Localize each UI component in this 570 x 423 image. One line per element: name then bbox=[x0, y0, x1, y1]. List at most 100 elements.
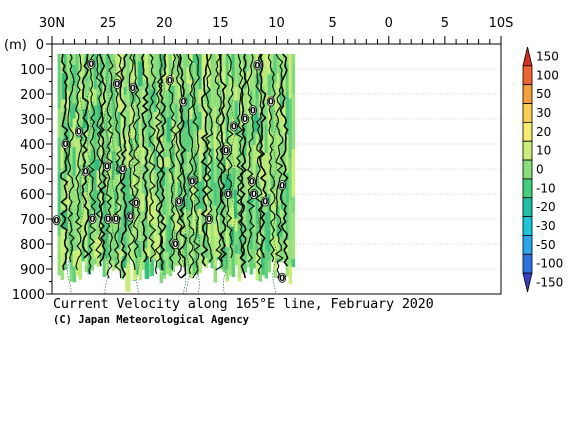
field-patch bbox=[197, 210, 202, 218]
field-cell bbox=[138, 211, 143, 241]
svg-text:0: 0 bbox=[127, 213, 133, 223]
field-cell bbox=[273, 72, 278, 83]
field-cell bbox=[183, 129, 188, 165]
field-cell bbox=[72, 266, 77, 283]
field-cell bbox=[261, 252, 266, 269]
field-cell bbox=[99, 173, 104, 196]
svg-text:0: 0 bbox=[231, 123, 237, 133]
field-cell bbox=[135, 240, 140, 275]
field-cell bbox=[189, 244, 194, 277]
contour-line bbox=[148, 53, 157, 262]
colorbar-label: -100 bbox=[536, 257, 563, 271]
x-tick-label: 30N bbox=[39, 16, 65, 31]
colorbar-label: -20 bbox=[536, 200, 556, 214]
field-cell bbox=[213, 70, 218, 107]
field-cell bbox=[165, 90, 170, 116]
field-cell bbox=[144, 214, 149, 249]
field-cell bbox=[267, 139, 272, 160]
field-cell bbox=[201, 232, 206, 264]
field-cell bbox=[180, 54, 185, 68]
field-cell bbox=[216, 256, 221, 261]
contour-line bbox=[226, 53, 234, 259]
field-cell bbox=[282, 247, 287, 261]
svg-text:0: 0 bbox=[104, 163, 110, 173]
field-patch bbox=[61, 73, 66, 100]
field-cell bbox=[228, 96, 233, 124]
field-cell bbox=[177, 233, 182, 251]
field-patch bbox=[125, 262, 131, 292]
field-cell bbox=[246, 117, 251, 146]
y-tick-label: 900 bbox=[20, 263, 45, 278]
field-patch bbox=[97, 105, 101, 119]
field-cell bbox=[147, 236, 152, 264]
field-cell bbox=[240, 54, 245, 63]
field-cell bbox=[141, 119, 146, 132]
field-cell bbox=[219, 75, 224, 97]
field-cell bbox=[156, 140, 161, 169]
field-cell bbox=[78, 187, 83, 219]
field-cell bbox=[117, 180, 122, 203]
field-cell bbox=[219, 140, 224, 176]
field-cell bbox=[108, 244, 113, 265]
contour-line-minor bbox=[170, 126, 176, 259]
svg-text:0: 0 bbox=[254, 61, 260, 71]
zero-contour-label: 0 bbox=[74, 126, 83, 138]
x-tick-label: 10 bbox=[268, 16, 285, 31]
field-cell bbox=[99, 252, 104, 261]
field-cell bbox=[195, 188, 200, 210]
field-cell bbox=[246, 71, 251, 83]
depth-grid bbox=[293, 68, 501, 270]
field-cell bbox=[213, 265, 218, 283]
colorbar-swatch bbox=[522, 197, 533, 218]
field-cell bbox=[57, 137, 62, 172]
field-patch bbox=[164, 157, 170, 167]
x-tick-label: 10S bbox=[489, 16, 514, 31]
field-cell bbox=[102, 241, 107, 277]
field-cell bbox=[213, 236, 218, 266]
field-cell bbox=[216, 234, 221, 257]
field-cell bbox=[282, 54, 287, 80]
field-cell bbox=[288, 80, 293, 99]
field-cell bbox=[186, 172, 191, 211]
field-patch bbox=[94, 159, 100, 171]
field-cell bbox=[291, 94, 296, 123]
field-cell bbox=[132, 280, 137, 281]
field-cell bbox=[279, 65, 284, 75]
field-cell bbox=[117, 75, 122, 103]
colorbar-label: -150 bbox=[536, 276, 563, 290]
field-cell bbox=[153, 54, 158, 82]
field-cell bbox=[198, 256, 203, 273]
chart-title: Current Velocity along 165°E line, Febru… bbox=[53, 296, 434, 312]
contour-line-minor bbox=[222, 139, 228, 294]
field-cell bbox=[78, 86, 83, 109]
field-cell bbox=[144, 113, 149, 150]
zero-contour-label: 0 bbox=[278, 180, 287, 191]
field-cell bbox=[246, 54, 251, 72]
field-cell bbox=[63, 150, 68, 161]
field-cell bbox=[165, 252, 170, 274]
field-cell bbox=[234, 231, 239, 245]
field-cell bbox=[291, 149, 296, 185]
y-tick-label: 400 bbox=[20, 138, 45, 153]
field-cell bbox=[234, 253, 239, 266]
field-cell bbox=[189, 63, 194, 80]
field-cell bbox=[201, 54, 206, 91]
contour-line bbox=[235, 53, 244, 259]
field-cell bbox=[93, 258, 98, 265]
zero-contour-label: 0 bbox=[278, 272, 287, 284]
contour-line bbox=[113, 53, 123, 279]
field-patch bbox=[280, 186, 284, 210]
field-cell bbox=[231, 253, 236, 278]
field-cell bbox=[57, 251, 62, 276]
field-cell bbox=[237, 211, 242, 221]
field-cell bbox=[171, 118, 176, 144]
field-cell bbox=[177, 250, 182, 266]
svg-text:0: 0 bbox=[180, 98, 186, 108]
field-cell bbox=[111, 179, 116, 208]
field-cell bbox=[132, 164, 137, 192]
y-tick-label: 700 bbox=[20, 213, 45, 228]
field-cell bbox=[246, 210, 251, 231]
field-cell bbox=[228, 123, 233, 147]
field-cell bbox=[285, 54, 290, 64]
field-cell bbox=[60, 232, 65, 270]
